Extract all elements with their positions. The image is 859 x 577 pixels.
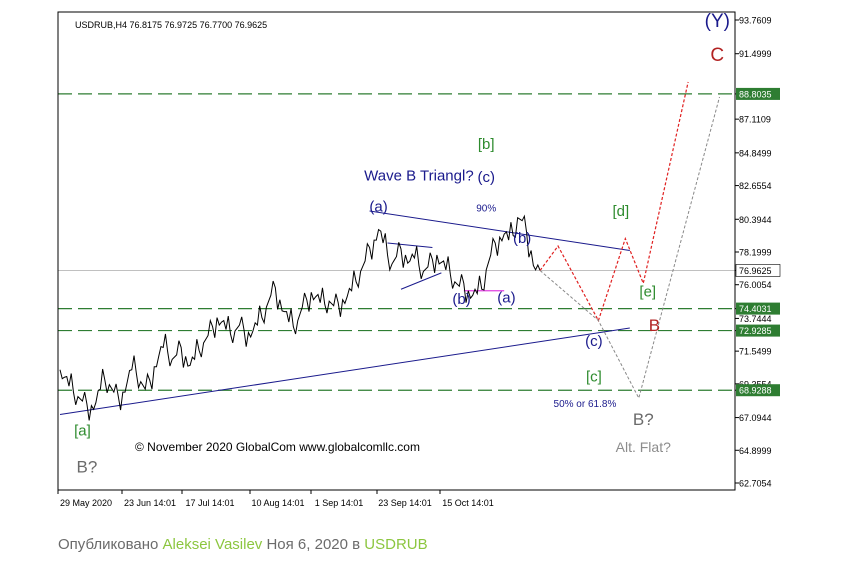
wave-label: B? [77, 458, 98, 477]
instrument-link[interactable]: USDRUB [364, 536, 428, 553]
wave-label: [d] [612, 203, 629, 220]
wave-label: 90% [476, 204, 496, 215]
x-tick-label: 23 Jun 14:01 [124, 498, 176, 508]
main-scenario-path [539, 81, 689, 323]
wave-label: C [710, 45, 724, 66]
author-link[interactable]: Aleksei Vasilev [162, 536, 263, 553]
x-tick-label: 29 May 2020 [60, 498, 112, 508]
trendline-small-b-triangle-low [400, 272, 442, 290]
trendline-lower-support [59, 327, 630, 415]
axes: 93.7609 91.4999 88.8035 87.1109 84.8499 82.65… [57, 11, 781, 508]
x-tick-label: 17 Jul 14:01 [185, 498, 234, 508]
wave-annotations: Wave B Triangl? 90% [b] (c) (a) (b) (b) (a) [d] [… [74, 11, 730, 477]
copyright-text: © November 2020 GlobalCom www.globalcoml… [135, 440, 420, 454]
wave-label: (b) [452, 291, 470, 308]
wave-label: (a) [497, 290, 515, 307]
level-price-box [736, 87, 780, 100]
horizontal-levels [58, 93, 735, 391]
wave-label: B? [633, 410, 654, 429]
y-tick-label: 76.0054 [739, 280, 772, 290]
wave-label: (c) [477, 169, 495, 186]
y-tick-label: 73.7444 [739, 314, 772, 324]
wave-label: (a) [369, 199, 387, 216]
y-tick-label: 72.9285 [739, 326, 772, 336]
caption-date: Ноя 6, 2020 в [262, 536, 365, 553]
wave-label: (Y) [705, 11, 730, 32]
wave-label: B [649, 316, 660, 335]
y-tick-label: 76.9625 [739, 266, 772, 276]
y-tick-label: 80.3944 [739, 215, 772, 225]
wave-label: Alt. Flat? [616, 439, 671, 455]
price-line [59, 214, 541, 421]
y-tick-label: 82.6554 [739, 181, 772, 191]
y-tick-label: 74.4031 [739, 304, 772, 314]
x-tick-label: 23 Sep 14:01 [378, 498, 432, 508]
y-tick-label: 68.9288 [739, 386, 772, 396]
y-tick-label: 93.7609 [739, 16, 772, 26]
wave-label: (b) [513, 230, 531, 247]
x-tick-label: 15 Oct 14:01 [442, 498, 494, 508]
alt-scenario-path [539, 96, 721, 400]
y-tick-label: 71.5499 [739, 347, 772, 357]
wave-label: 50% or 61.8% [554, 399, 617, 410]
forecast-scenarios [539, 81, 721, 400]
wave-label: [b] [478, 136, 495, 153]
wave-label: [a] [74, 422, 91, 439]
y-tick-label: 64.8999 [739, 446, 772, 456]
level-price-box [736, 302, 780, 315]
trendline-upper-triangle [369, 210, 630, 251]
y-tick-label: 88.8035 [739, 89, 772, 99]
wave-label: [e] [639, 284, 656, 301]
trendline-small-b-triangle [387, 242, 433, 249]
x-tick-label: 10 Aug 14:01 [251, 498, 304, 508]
y-tick-label: 62.7054 [739, 479, 772, 489]
trendlines [59, 210, 630, 415]
price-series [59, 214, 541, 421]
plot-frame [57, 11, 736, 491]
y-tick-label: 87.1109 [739, 115, 771, 125]
symbol-header: USDRUB,H4 76.8175 76.9725 76.7700 76.962… [75, 20, 267, 30]
wave-label: [c] [586, 369, 602, 386]
wave-label: Wave B Triangl? [364, 167, 474, 184]
level-price-box [736, 384, 780, 397]
wave-label: (c) [585, 333, 603, 350]
level-price-box [736, 324, 780, 337]
y-tick-label: 91.4999 [739, 49, 772, 59]
y-tick-label: 78.1999 [739, 247, 772, 257]
y-tick-label: 67.0944 [739, 413, 772, 423]
x-tick-label: 1 Sep 14:01 [315, 498, 364, 508]
current-price-box [735, 264, 781, 277]
caption-prefix: Опубликовано [58, 536, 163, 553]
y-tick-label: 84.8499 [739, 148, 772, 158]
publication-caption: Опубликовано Aleksei Vasilev Ноя 6, 2020… [58, 536, 428, 553]
